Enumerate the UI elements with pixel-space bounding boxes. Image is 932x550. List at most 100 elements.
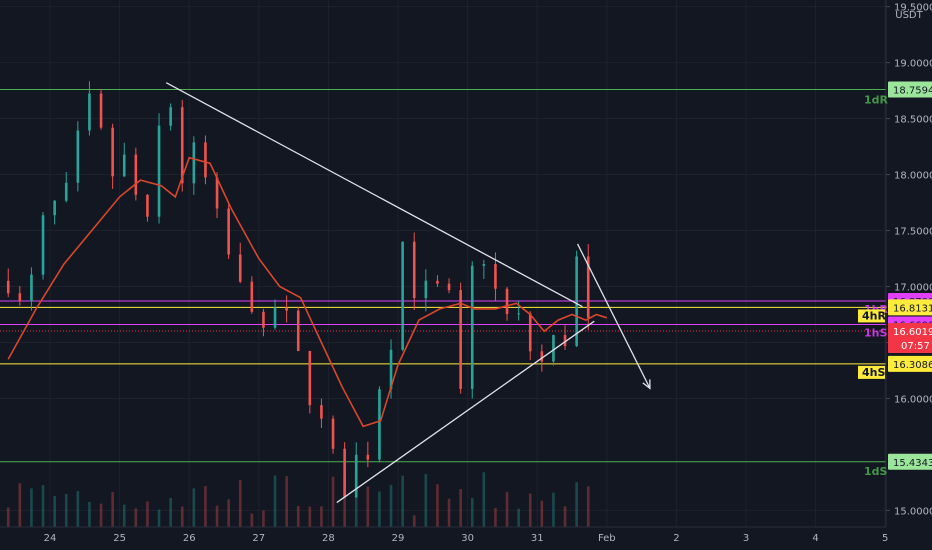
time-tick-label: 24 bbox=[44, 533, 57, 544]
volume-bar bbox=[575, 482, 578, 527]
candle-body bbox=[494, 264, 497, 289]
level-price-value: 15.4343 bbox=[893, 458, 932, 469]
volume-bar bbox=[76, 491, 80, 527]
volume-bar bbox=[146, 501, 149, 527]
candle-body bbox=[320, 405, 323, 419]
level-price-box bbox=[888, 299, 932, 316]
volume-bar bbox=[424, 474, 428, 527]
candle-body bbox=[30, 274, 33, 302]
candle-body bbox=[308, 350, 312, 406]
level-label-1dR: 1dR bbox=[864, 94, 889, 107]
forecast-arrow-head bbox=[642, 379, 651, 390]
candle-body bbox=[88, 93, 91, 131]
level-price-value: 16.3086 bbox=[893, 360, 932, 371]
volume-bar bbox=[296, 505, 300, 527]
volume-bar bbox=[273, 475, 277, 527]
candle-body bbox=[401, 241, 404, 350]
candle-body bbox=[296, 310, 300, 351]
volume-bar bbox=[378, 491, 381, 527]
time-tick-label: 2 bbox=[673, 533, 679, 544]
price-tick-label: 16.0000 bbox=[894, 394, 932, 405]
level-label-4hS: 4hS bbox=[862, 366, 885, 379]
time-axis[interactable]: 24 25 26 27 28 29 30 31 Feb 2 3 4 5 bbox=[0, 526, 888, 550]
candle-body bbox=[157, 125, 161, 217]
candle-body bbox=[215, 177, 219, 209]
time-tick-label: 30 bbox=[461, 533, 474, 544]
candle-body bbox=[436, 280, 439, 284]
candle-body bbox=[424, 280, 428, 299]
time-tick-label: 28 bbox=[322, 533, 335, 544]
volume-bar bbox=[262, 510, 265, 527]
grid bbox=[0, 0, 886, 527]
time-tick-label: 31 bbox=[531, 533, 544, 544]
volume-bar bbox=[238, 480, 242, 527]
candle-body bbox=[250, 281, 254, 312]
volume-bar bbox=[343, 475, 346, 527]
level-price-box bbox=[888, 355, 932, 372]
candle-body bbox=[99, 93, 103, 128]
price-tick-label: 17.0000 bbox=[894, 282, 932, 293]
volume-bar bbox=[6, 507, 10, 527]
volume-bar bbox=[436, 484, 439, 527]
candle-body bbox=[204, 142, 207, 178]
volume-bar bbox=[517, 508, 520, 527]
price-tick-label: 19.5000 bbox=[894, 3, 932, 14]
level-lines bbox=[0, 89, 886, 463]
trendline bbox=[336, 320, 595, 504]
volume-bar bbox=[586, 486, 590, 527]
candle-body bbox=[354, 454, 358, 498]
volume-bar bbox=[157, 509, 161, 527]
candle-body bbox=[64, 182, 68, 201]
candle-body bbox=[262, 311, 265, 328]
candle-body bbox=[505, 288, 509, 315]
volume-bar bbox=[412, 515, 416, 527]
time-tick-label: 29 bbox=[392, 533, 405, 544]
candle-body bbox=[366, 454, 370, 460]
volume-bar bbox=[331, 476, 335, 527]
candle-body bbox=[238, 254, 242, 282]
level-label-1hS: 1hS bbox=[864, 327, 887, 340]
time-axis-bg bbox=[0, 527, 886, 550]
volume-bar bbox=[389, 484, 393, 527]
volume-bar bbox=[192, 488, 196, 527]
level-label-1dS: 1dS bbox=[864, 465, 888, 478]
candle-body bbox=[470, 265, 474, 389]
level-label-4hR: 4hR bbox=[862, 309, 886, 322]
candle-body bbox=[41, 215, 45, 275]
price-tick-label: 17.5000 bbox=[894, 227, 932, 238]
volume-bar bbox=[134, 508, 138, 527]
volume-bar bbox=[122, 504, 126, 527]
level-price-box bbox=[888, 453, 932, 470]
volume-bar bbox=[169, 497, 172, 527]
trendline-drawings bbox=[165, 82, 651, 504]
price-tick-label: 19.0000 bbox=[894, 59, 932, 70]
volume-bar bbox=[215, 505, 219, 527]
candle-body bbox=[412, 241, 416, 299]
currency-label: USDT bbox=[895, 10, 923, 21]
price-tick-label: 15.0000 bbox=[894, 506, 932, 517]
candle-body bbox=[575, 256, 578, 347]
volume-bar bbox=[459, 489, 462, 527]
candle-body bbox=[389, 349, 393, 390]
candle-body bbox=[273, 307, 277, 328]
volume-bar bbox=[552, 492, 555, 527]
volume-bar bbox=[563, 506, 567, 527]
candle-body bbox=[378, 389, 381, 460]
candles bbox=[6, 81, 590, 498]
level-badge bbox=[858, 309, 885, 323]
moving-average-line bbox=[7, 156, 608, 428]
volume-bar bbox=[53, 495, 56, 527]
current-price-value: 16.6019 bbox=[893, 327, 932, 338]
volume-bar bbox=[30, 488, 33, 527]
candle-body bbox=[192, 142, 196, 184]
time-tick-label: 4 bbox=[812, 533, 818, 544]
candle-body bbox=[447, 283, 451, 291]
level-price-value: 18.7594 bbox=[893, 86, 932, 97]
volume-bar bbox=[64, 493, 68, 527]
candle-body bbox=[528, 313, 532, 352]
volume-bar bbox=[88, 501, 91, 527]
volume-bars bbox=[6, 472, 590, 527]
level-price-box bbox=[888, 81, 932, 98]
price-axis[interactable]: USDT15.000016.000016.500017.000017.50001… bbox=[885, 0, 932, 550]
